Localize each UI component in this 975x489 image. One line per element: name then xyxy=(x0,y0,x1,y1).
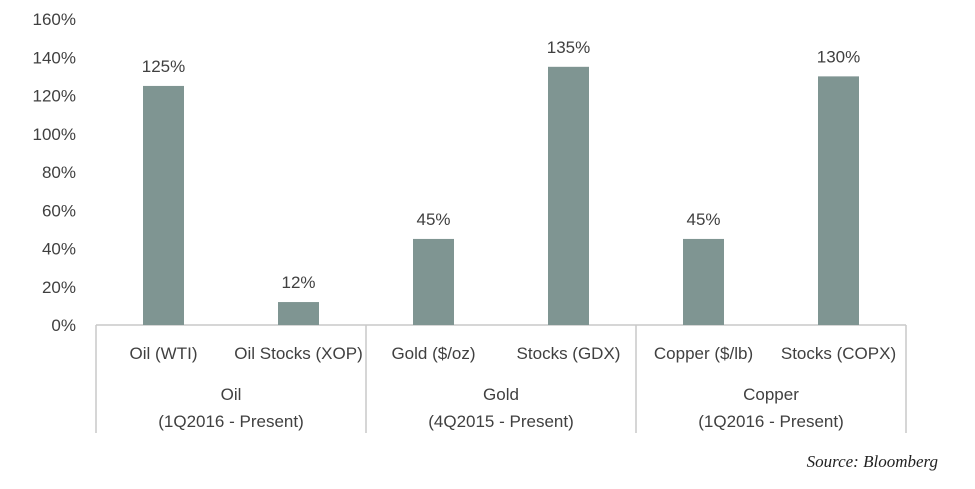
data-label: 45% xyxy=(416,210,450,229)
data-label: 125% xyxy=(142,57,185,76)
group-label: Copper xyxy=(743,385,799,404)
data-label: 135% xyxy=(547,38,590,57)
x-category-label: Copper ($/lb) xyxy=(654,344,753,363)
bar-5 xyxy=(683,238,724,325)
y-tick-label: 0% xyxy=(51,316,76,335)
y-tick-label: 100% xyxy=(33,125,76,144)
group-period-label: (1Q2016 - Present) xyxy=(698,412,844,431)
x-category-label: Stocks (GDX) xyxy=(517,344,621,363)
y-tick-label: 60% xyxy=(42,201,76,220)
data-label: 130% xyxy=(817,47,860,66)
x-category-label: Stocks (COPX) xyxy=(781,344,896,363)
data-label: 12% xyxy=(281,273,315,292)
group-label: Gold xyxy=(483,385,519,404)
y-tick-label: 140% xyxy=(33,48,76,67)
y-tick-label: 20% xyxy=(42,278,76,297)
group-label: Oil xyxy=(221,385,242,404)
bar-3 xyxy=(413,238,454,325)
y-tick-label: 40% xyxy=(42,240,76,259)
bar-4 xyxy=(548,66,589,325)
bar-6 xyxy=(818,76,859,325)
bar-2 xyxy=(278,302,319,325)
y-tick-label: 120% xyxy=(33,87,76,106)
data-label: 45% xyxy=(686,210,720,229)
source-note: Source: Bloomberg xyxy=(806,452,938,471)
y-tick-label: 160% xyxy=(33,10,76,29)
y-tick-label: 80% xyxy=(42,163,76,182)
x-category-label: Gold ($/oz) xyxy=(391,344,475,363)
group-period-label: (1Q2016 - Present) xyxy=(158,412,304,431)
group-period-label: (4Q2015 - Present) xyxy=(428,412,574,431)
x-category-label: Oil Stocks (XOP) xyxy=(234,344,362,363)
bar-1 xyxy=(143,85,184,325)
x-category-label: Oil (WTI) xyxy=(130,344,198,363)
